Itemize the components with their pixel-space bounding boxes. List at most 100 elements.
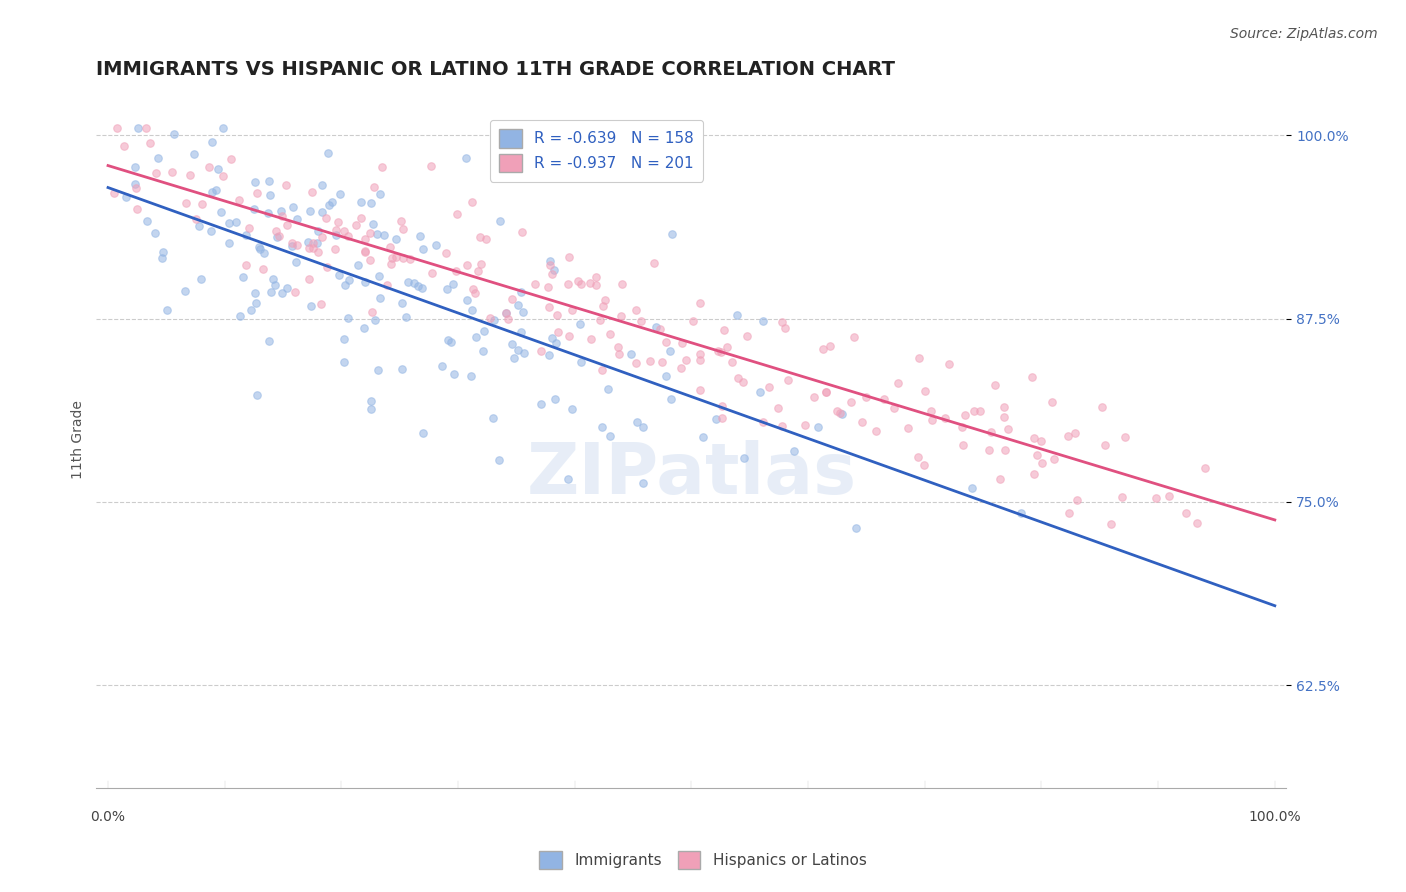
Point: [773, 321, 796, 335]
Point: [851, 416, 873, 430]
Point: [474, 232, 496, 246]
Point: [969, 404, 991, 418]
Point: [839, 395, 862, 409]
Point: [994, 442, 1017, 457]
Point: [125, 202, 148, 216]
Point: [243, 286, 266, 301]
Point: [955, 409, 977, 423]
Point: [501, 292, 523, 306]
Point: [538, 348, 561, 362]
Point: [512, 304, 534, 318]
Point: [360, 394, 382, 409]
Point: [783, 444, 806, 458]
Point: [281, 235, 304, 250]
Point: [460, 195, 482, 210]
Point: [186, 211, 208, 226]
Legend: R = -0.639   N = 158, R = -0.937   N = 201: R = -0.639 N = 158, R = -0.937 N = 201: [489, 120, 703, 182]
Point: [270, 203, 292, 218]
Point: [225, 214, 247, 228]
Point: [402, 277, 425, 291]
Point: [1056, 429, 1078, 443]
Point: [561, 402, 583, 417]
Point: [794, 418, 817, 433]
Point: [274, 178, 297, 192]
Point: [1026, 448, 1049, 462]
Point: [422, 266, 444, 280]
Point: [567, 274, 589, 288]
Point: [815, 385, 838, 400]
Point: [547, 325, 569, 339]
Point: [607, 347, 630, 361]
Point: [689, 383, 711, 397]
Point: [561, 302, 583, 317]
Point: [630, 314, 652, 328]
Point: [643, 256, 665, 270]
Point: [820, 339, 842, 353]
Point: [661, 227, 683, 242]
Point: [187, 219, 209, 233]
Point: [266, 230, 288, 244]
Point: [298, 272, 321, 286]
Point: [360, 196, 382, 211]
Point: [907, 450, 929, 465]
Point: [253, 246, 276, 260]
Point: [934, 411, 956, 425]
Point: [367, 363, 389, 377]
Point: [218, 216, 240, 230]
Point: [281, 238, 304, 252]
Point: [654, 335, 676, 350]
Point: [163, 127, 186, 141]
Point: [997, 422, 1019, 436]
Point: [219, 153, 242, 167]
Point: [1029, 434, 1052, 448]
Point: [366, 227, 388, 241]
Point: [337, 273, 360, 287]
Point: [510, 285, 533, 300]
Point: [1057, 506, 1080, 520]
Point: [671, 336, 693, 351]
Point: [938, 357, 960, 371]
Point: [710, 410, 733, 425]
Point: [585, 278, 607, 293]
Point: [538, 258, 561, 272]
Point: [440, 334, 463, 349]
Point: [980, 425, 1002, 439]
Point: [434, 246, 457, 260]
Point: [488, 453, 510, 467]
Point: [979, 442, 1001, 457]
Point: [211, 169, 233, 183]
Point: [963, 403, 986, 417]
Point: [143, 226, 166, 240]
Text: 100.0%: 100.0%: [1249, 810, 1301, 824]
Point: [470, 257, 492, 271]
Point: [333, 332, 356, 346]
Y-axis label: 11th Grade: 11th Grade: [72, 401, 86, 479]
Point: [430, 359, 453, 373]
Point: [704, 412, 727, 426]
Point: [318, 198, 340, 212]
Point: [252, 262, 274, 277]
Point: [381, 251, 404, 265]
Point: [960, 481, 983, 495]
Point: [460, 369, 482, 384]
Point: [1064, 426, 1087, 441]
Point: [631, 476, 654, 491]
Point: [406, 279, 429, 293]
Point: [725, 308, 748, 322]
Point: [311, 205, 333, 219]
Point: [659, 392, 682, 407]
Point: [546, 336, 568, 351]
Point: [316, 146, 339, 161]
Point: [456, 293, 478, 308]
Point: [412, 242, 434, 256]
Point: [461, 302, 484, 317]
Point: [371, 160, 394, 174]
Point: [354, 232, 377, 246]
Point: [297, 235, 319, 249]
Point: [307, 245, 329, 260]
Point: [264, 223, 287, 237]
Point: [620, 347, 643, 361]
Point: [707, 343, 730, 358]
Point: [830, 406, 852, 420]
Point: [770, 315, 793, 329]
